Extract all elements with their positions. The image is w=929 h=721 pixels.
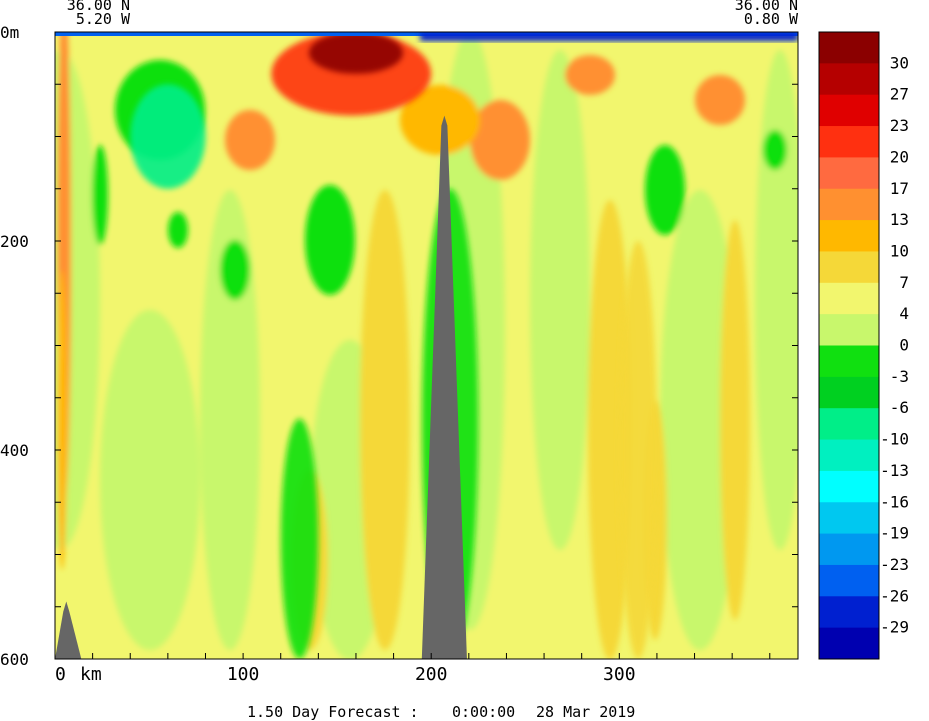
colorbar-label: 10 <box>890 241 909 260</box>
colorbar-swatch <box>819 345 879 378</box>
corner-right-lon: 0.80 W <box>744 10 799 28</box>
colorbar-swatch <box>819 533 879 566</box>
contour-level-m10-6 <box>130 84 206 189</box>
colorbar-swatch <box>819 314 879 346</box>
contour-patch-4 <box>660 190 740 650</box>
contour-patch-26 <box>168 212 188 248</box>
contour-level-30-5 <box>308 32 403 74</box>
contour-patch-15 <box>470 100 530 180</box>
colorbar-swatch <box>819 439 879 472</box>
corner-right-lat: 36.00 N <box>735 0 798 14</box>
x-tick-label: 200 <box>415 664 448 685</box>
colorbar-swatch <box>819 282 879 315</box>
contour-patch-1 <box>200 190 260 650</box>
colorbar-swatch <box>819 502 879 535</box>
y-tick-label: 200 <box>0 232 29 251</box>
colorbar-swatch <box>819 376 879 409</box>
colorbar-label: 17 <box>890 179 909 198</box>
colorbar-label: 13 <box>890 210 909 229</box>
x-unit-label: km <box>80 664 102 685</box>
plot-area <box>55 32 798 659</box>
seamount-0 <box>421 115 467 659</box>
corner-left-lat: 36.00 N <box>67 0 130 14</box>
colorbar-label: -3 <box>890 367 909 386</box>
colorbar-swatch <box>819 63 879 96</box>
colorbar-label: 27 <box>890 85 909 104</box>
corner-left-lon: 5.20 W <box>76 10 131 28</box>
bathymetry <box>55 115 467 659</box>
footer-forecast: 1.50 Day Forecast : <box>247 703 419 721</box>
footer-time: 0:00:00 <box>452 703 515 721</box>
contour-patch-21 <box>645 145 685 235</box>
colorbar-label: 7 <box>899 273 909 292</box>
colorbar-swatch <box>819 251 879 284</box>
colorbar-label: 0 <box>899 336 909 355</box>
contour-patch-24 <box>763 130 787 170</box>
colorbar-label: 23 <box>890 116 909 135</box>
colorbar-label: -29 <box>880 618 909 637</box>
contour-patch-9 <box>588 200 632 659</box>
colorbar-label: -23 <box>880 555 909 574</box>
colorbar-swatch <box>819 627 879 660</box>
colorbar-frame <box>818 31 880 660</box>
colorbar-swatch <box>819 564 879 597</box>
contour-patch-16 <box>565 55 615 95</box>
surface-cold-band-east <box>420 32 798 41</box>
contour-level-7-1 <box>619 241 657 659</box>
colorbar-swatch <box>819 220 879 252</box>
x-ticks: 0 100 200 300 <box>55 653 771 685</box>
colorbar-label: -26 <box>880 586 909 605</box>
colorbar-label: -16 <box>880 492 909 511</box>
footer: 1.50 Day Forecast : 0:00:00 28 Mar 2019 <box>247 703 635 721</box>
contour-patch-19 <box>400 85 480 155</box>
x-tick-label: 0 <box>55 664 66 685</box>
y-tick-label: 400 <box>0 441 29 460</box>
colorbar-label: -10 <box>880 430 909 449</box>
x-tick-label: 100 <box>227 664 260 685</box>
colorbar-swatch <box>819 157 879 190</box>
contour-patch-22 <box>220 240 250 300</box>
colorbar-label: 30 <box>890 53 909 72</box>
contour-patch-10 <box>720 220 750 620</box>
colorbar-label: -6 <box>890 398 909 417</box>
colorbar-swatch <box>819 94 879 127</box>
contour-patch-25 <box>92 145 108 245</box>
y-ticks: 200 400 600 <box>0 83 798 669</box>
colorbar: 30 27 23 20 17 13 10 7 4 0 -3 -6 -10 -13 -16 -19 -23 -26 -… <box>818 31 909 660</box>
y-tick-label: 600 <box>0 650 29 669</box>
colorbar-swatch <box>819 32 879 64</box>
colorbar-swatch <box>819 408 879 441</box>
colorbar-label: 4 <box>899 304 909 323</box>
y-axis-top-label: 0m <box>0 23 19 42</box>
colorbar-label: -19 <box>880 524 909 543</box>
x-tick-label: 300 <box>603 664 636 685</box>
colorbar-swatch <box>819 188 879 221</box>
colorbar-swatch <box>819 126 879 158</box>
colorbar-swatch <box>819 596 879 629</box>
contour-patch-17 <box>695 75 745 125</box>
contour-field <box>55 32 798 659</box>
contour-level-m3-3 <box>280 418 319 659</box>
contour-patch-14 <box>57 270 67 570</box>
contour-patch-5 <box>755 50 798 550</box>
colorbar-swatch <box>819 470 879 503</box>
contour-patch-23 <box>305 185 355 295</box>
seamount-1 <box>55 601 82 659</box>
contour-patch-18 <box>225 110 275 170</box>
colorbar-label: -13 <box>880 461 909 480</box>
contour-patch-3 <box>530 50 590 550</box>
colorbar-label: 20 <box>890 147 909 166</box>
contour-patch-6 <box>100 310 200 650</box>
footer-date: 28 Mar 2019 <box>536 703 635 721</box>
contour-patch-8 <box>360 190 410 650</box>
